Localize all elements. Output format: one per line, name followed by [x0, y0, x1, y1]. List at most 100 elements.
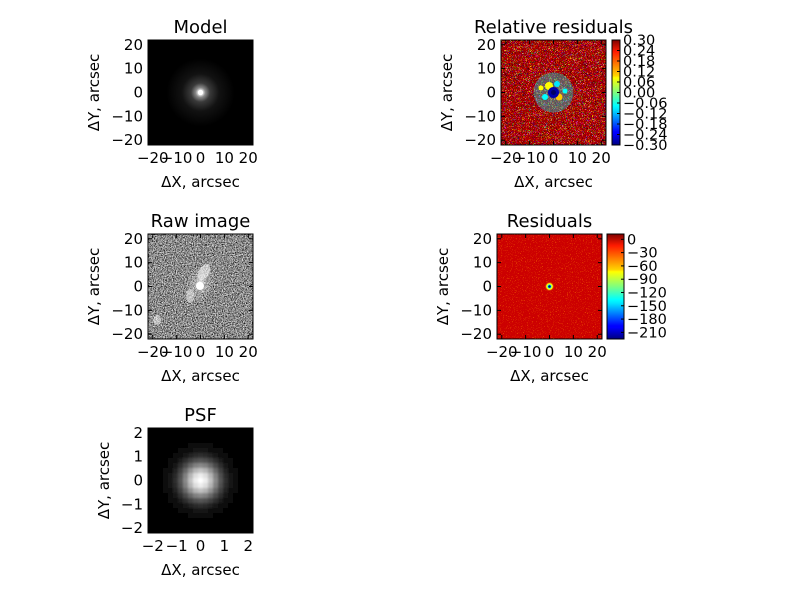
psf-pixel [198, 448, 204, 454]
relative-residuals-colorbar-label: −0.24 [623, 128, 667, 144]
psf-pixel [203, 518, 209, 524]
psf-pixel [193, 448, 199, 454]
psf-pixel [213, 443, 219, 449]
psf-pixel [238, 453, 244, 459]
psf-pixel [173, 463, 179, 469]
psf-pixel [203, 513, 209, 519]
psf-pixel [223, 473, 229, 479]
psf-pixel [213, 498, 219, 504]
psf-pixel [218, 523, 224, 529]
psf-pixel [198, 478, 204, 484]
psf-xtick-label: −2 [142, 537, 164, 555]
psf-pixel [223, 453, 229, 459]
residuals-ytick-label: −20 [460, 325, 492, 343]
psf-pixel [153, 493, 159, 499]
psf-pixel [218, 503, 224, 509]
psf-pixel [228, 468, 234, 474]
raw-image-ytick-label: −20 [111, 325, 143, 343]
psf-pixel [168, 438, 174, 444]
psf-ylabel: ΔY, arcsec [95, 442, 113, 520]
psf-pixel [178, 473, 184, 479]
relative-residuals-xtick-label: 10 [568, 149, 587, 167]
residuals-colorbar-label: −60 [627, 259, 658, 275]
psf-pixel [188, 523, 194, 529]
psf-pixel [158, 448, 164, 454]
psf-pixel [178, 458, 184, 464]
psf-pixel [248, 518, 253, 524]
psf-pixel [188, 528, 194, 533]
psf-pixel [163, 493, 169, 499]
psf-pixel [228, 433, 234, 439]
residuals-colorbar-label: −150 [627, 299, 667, 315]
psf-pixel [208, 498, 214, 504]
psf-pixel [223, 438, 229, 444]
psf-pixel [238, 528, 244, 533]
psf-pixel [233, 473, 239, 479]
psf-pixel [223, 478, 229, 484]
psf-pixel [193, 498, 199, 504]
psf-pixel [158, 483, 164, 489]
psf-pixel [223, 448, 229, 454]
psf-pixel [178, 523, 184, 529]
psf-pixel [248, 468, 253, 474]
psf-pixel [168, 518, 174, 524]
psf-pixel [233, 428, 239, 434]
psf-pixel [198, 443, 204, 449]
psf-pixel [158, 513, 164, 519]
psf-pixel [148, 448, 154, 454]
psf-pixel [243, 523, 249, 529]
psf-pixel [218, 483, 224, 489]
psf-pixel [213, 463, 219, 469]
psf-pixel [148, 493, 154, 499]
psf-pixel [163, 488, 169, 494]
psf-pixel [238, 473, 244, 479]
psf-pixel-grid [148, 428, 253, 533]
psf-pixel [158, 503, 164, 509]
residuals-xtick-label: 20 [588, 343, 607, 361]
psf-pixel [238, 448, 244, 454]
psf-pixel [208, 528, 214, 533]
psf-pixel [218, 488, 224, 494]
psf-pixel [153, 433, 159, 439]
psf-pixel [243, 508, 249, 514]
psf-pixel [238, 488, 244, 494]
psf-pixel [243, 478, 249, 484]
psf-pixel [213, 513, 219, 519]
raw-image-panel [147, 233, 254, 340]
psf-pixel [148, 483, 154, 489]
psf-pixel [248, 493, 253, 499]
psf-pixel [203, 473, 209, 479]
psf-pixel [178, 463, 184, 469]
psf-pixel [238, 433, 244, 439]
psf-ytick-label: 0 [133, 472, 143, 490]
psf-pixel [148, 508, 154, 514]
psf-pixel [198, 498, 204, 504]
psf-pixel [188, 443, 194, 449]
relative-residuals-colorbar-label: 0.00 [623, 86, 655, 102]
psf-pixel [173, 428, 179, 434]
psf-xlabel: ΔX, arcsec [161, 561, 240, 579]
psf-pixel [213, 448, 219, 454]
relative-residuals-ytick-label: 20 [477, 36, 496, 54]
raw-image-ytick-label: −10 [111, 301, 143, 319]
psf-pixel [168, 493, 174, 499]
psf-pixel [218, 463, 224, 469]
psf-pixel [213, 428, 219, 434]
psf-pixel [213, 478, 219, 484]
psf-pixel [163, 468, 169, 474]
psf-pixel [223, 523, 229, 529]
psf-pixel [148, 443, 154, 449]
psf-pixel [218, 438, 224, 444]
psf-pixel [193, 453, 199, 459]
psf-pixel [248, 528, 253, 533]
psf-pixel [238, 498, 244, 504]
psf-pixel [208, 433, 214, 439]
relative-residuals-colorbar-label: 0.18 [623, 54, 655, 70]
psf-pixel [183, 438, 189, 444]
psf-pixel [203, 503, 209, 509]
model-xtick-label: −10 [161, 149, 193, 167]
psf-pixel [168, 483, 174, 489]
psf-pixel [208, 463, 214, 469]
psf-pixel [173, 468, 179, 474]
psf-pixel [203, 478, 209, 484]
